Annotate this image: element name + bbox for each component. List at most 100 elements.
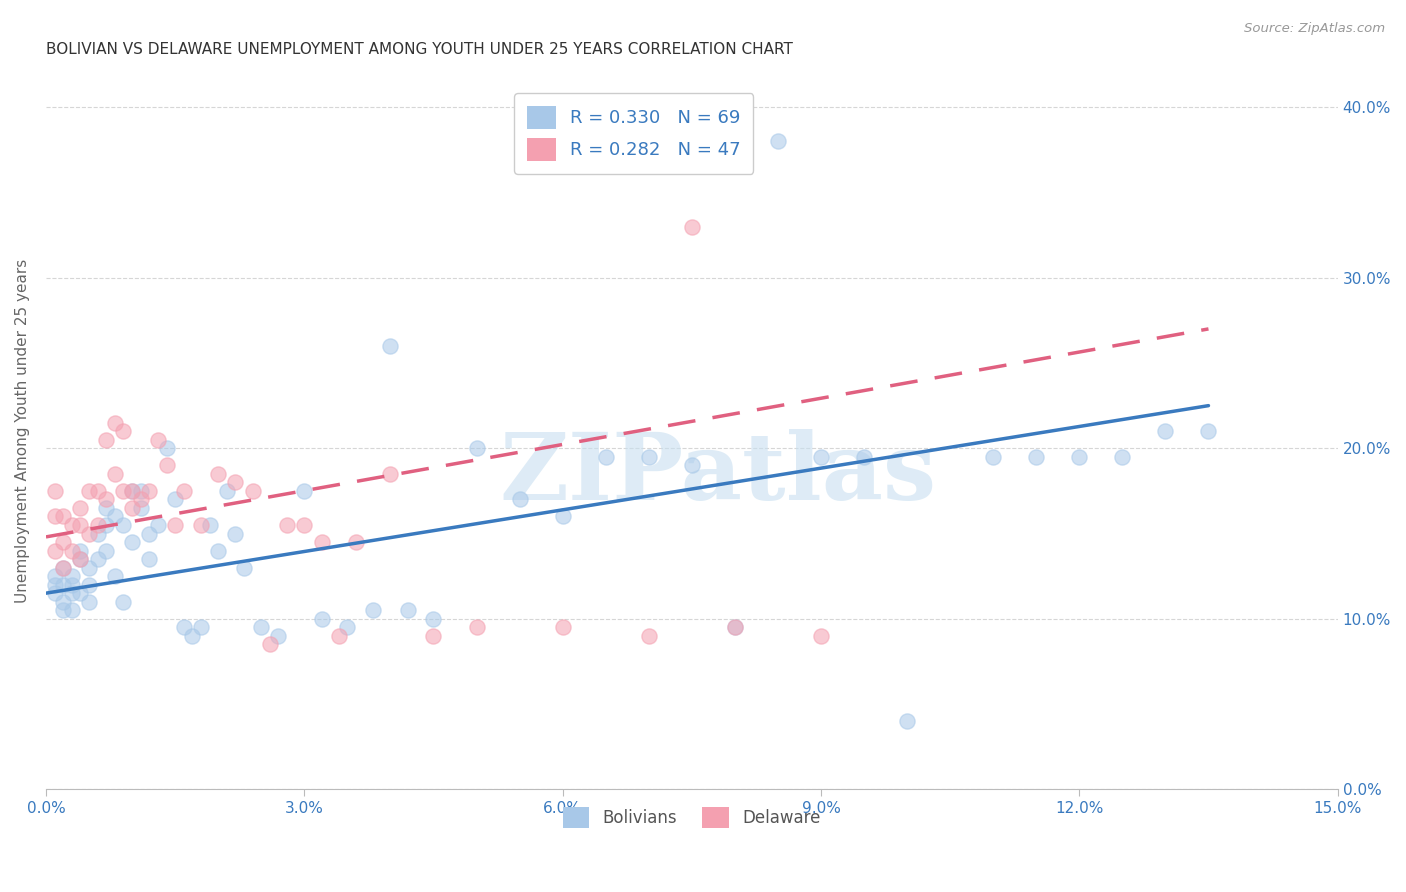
Point [292, 483, 315, 498]
Point [60, 569, 83, 583]
Point [44, 569, 66, 583]
Point [361, 603, 384, 617]
Point [86, 552, 108, 566]
Legend: Bolivians, Delaware: Bolivians, Delaware [557, 800, 828, 835]
Point [981, 450, 1004, 464]
Point [250, 620, 273, 634]
Point [181, 629, 204, 643]
Point [853, 450, 876, 464]
Point [69, 552, 91, 566]
Point [77, 483, 100, 498]
Point [311, 612, 333, 626]
Point [328, 629, 350, 643]
Point [207, 543, 229, 558]
Point [52, 603, 75, 617]
Point [380, 467, 402, 481]
Point [380, 339, 402, 353]
Point [104, 509, 127, 524]
Point [104, 467, 127, 481]
Point [311, 535, 333, 549]
Point [60, 518, 83, 533]
Point [86, 526, 108, 541]
Point [233, 560, 256, 574]
Point [52, 535, 75, 549]
Point [121, 483, 143, 498]
Point [96, 543, 118, 558]
Point [173, 483, 195, 498]
Point [465, 442, 488, 456]
Point [138, 483, 160, 498]
Point [465, 620, 488, 634]
Point [810, 450, 832, 464]
Point [52, 577, 75, 591]
Point [681, 219, 703, 234]
Y-axis label: Unemployment Among Youth under 25 years: Unemployment Among Youth under 25 years [15, 259, 30, 603]
Point [155, 442, 177, 456]
Point [138, 526, 160, 541]
Point [112, 518, 135, 533]
Point [724, 620, 747, 634]
Point [242, 483, 264, 498]
Point [1069, 450, 1091, 464]
Point [724, 620, 747, 634]
Point [637, 629, 659, 643]
Point [96, 518, 118, 533]
Point [198, 518, 221, 533]
Point [207, 467, 229, 481]
Point [215, 483, 238, 498]
Point [77, 595, 100, 609]
Point [1198, 424, 1220, 438]
Point [259, 637, 281, 651]
Point [224, 475, 246, 490]
Point [121, 500, 143, 515]
Point [190, 620, 212, 634]
Text: ZIPatlas: ZIPatlas [499, 429, 936, 519]
Point [96, 433, 118, 447]
Point [681, 458, 703, 473]
Point [146, 518, 169, 533]
Point [766, 135, 789, 149]
Text: Source: ZipAtlas.com: Source: ZipAtlas.com [1244, 22, 1385, 36]
Point [267, 629, 290, 643]
Point [121, 483, 143, 498]
Point [112, 424, 135, 438]
Point [69, 518, 91, 533]
Point [44, 483, 66, 498]
Point [52, 560, 75, 574]
Point [1111, 450, 1133, 464]
Point [344, 535, 367, 549]
Point [129, 500, 152, 515]
Point [173, 620, 195, 634]
Point [52, 595, 75, 609]
Point [146, 433, 169, 447]
Point [551, 509, 574, 524]
Point [44, 586, 66, 600]
Point [44, 577, 66, 591]
Point [422, 612, 444, 626]
Point [104, 416, 127, 430]
Point [69, 586, 91, 600]
Point [77, 560, 100, 574]
Point [595, 450, 617, 464]
Point [121, 535, 143, 549]
Point [86, 518, 108, 533]
Point [1025, 450, 1047, 464]
Point [52, 509, 75, 524]
Point [112, 595, 135, 609]
Point [155, 458, 177, 473]
Point [224, 526, 246, 541]
Point [60, 577, 83, 591]
Point [190, 518, 212, 533]
Point [1154, 424, 1177, 438]
Point [336, 620, 359, 634]
Point [69, 552, 91, 566]
Point [165, 518, 187, 533]
Point [396, 603, 419, 617]
Point [509, 492, 531, 507]
Point [60, 586, 83, 600]
Point [60, 603, 83, 617]
Point [422, 629, 444, 643]
Point [637, 450, 659, 464]
Point [96, 500, 118, 515]
Point [69, 543, 91, 558]
